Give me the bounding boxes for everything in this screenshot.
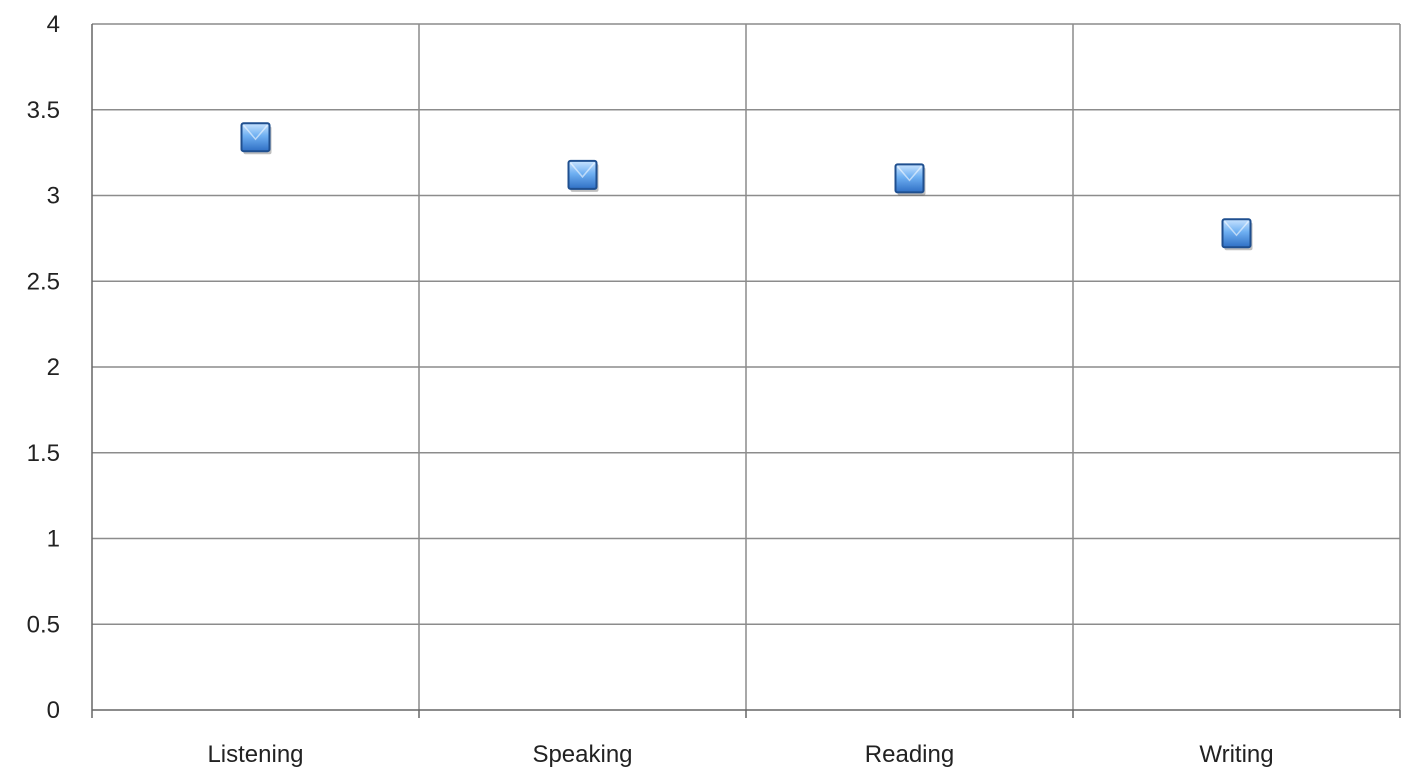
gridlines (92, 23, 1401, 710)
x-axis-ticks: Listening Speaking Reading Writing (207, 741, 1273, 768)
marker-highlight (242, 124, 269, 141)
x-tick-label: Listening (207, 741, 303, 768)
marker-highlight (896, 165, 923, 182)
y-tick-label: 2.5 (27, 268, 60, 295)
y-tick-label: 4 (47, 11, 60, 38)
y-tick-label: 2 (47, 354, 60, 381)
y-tick-label: 1.5 (27, 440, 60, 467)
y-tick-label: 0 (47, 697, 60, 724)
x-tick-label: Reading (865, 741, 954, 768)
x-tick-label: Writing (1199, 741, 1273, 768)
marker-highlight (569, 162, 596, 179)
y-tick-label: 3 (47, 183, 60, 210)
x-tick-label: Speaking (532, 741, 632, 768)
data-point-speaking (567, 159, 599, 192)
data-point-listening (240, 122, 272, 155)
data-point-reading (894, 163, 926, 196)
marker-highlight (1223, 220, 1250, 237)
y-tick-label: 0.5 (27, 611, 60, 638)
data-point-writing (1221, 218, 1253, 251)
axes (91, 24, 1401, 718)
data-points (240, 122, 1253, 251)
y-axis-ticks: 0 0.5 1 1.5 2 2.5 3 3.5 4 (27, 11, 60, 724)
y-tick-label: 1 (47, 526, 60, 553)
y-tick-label: 3.5 (27, 97, 60, 124)
